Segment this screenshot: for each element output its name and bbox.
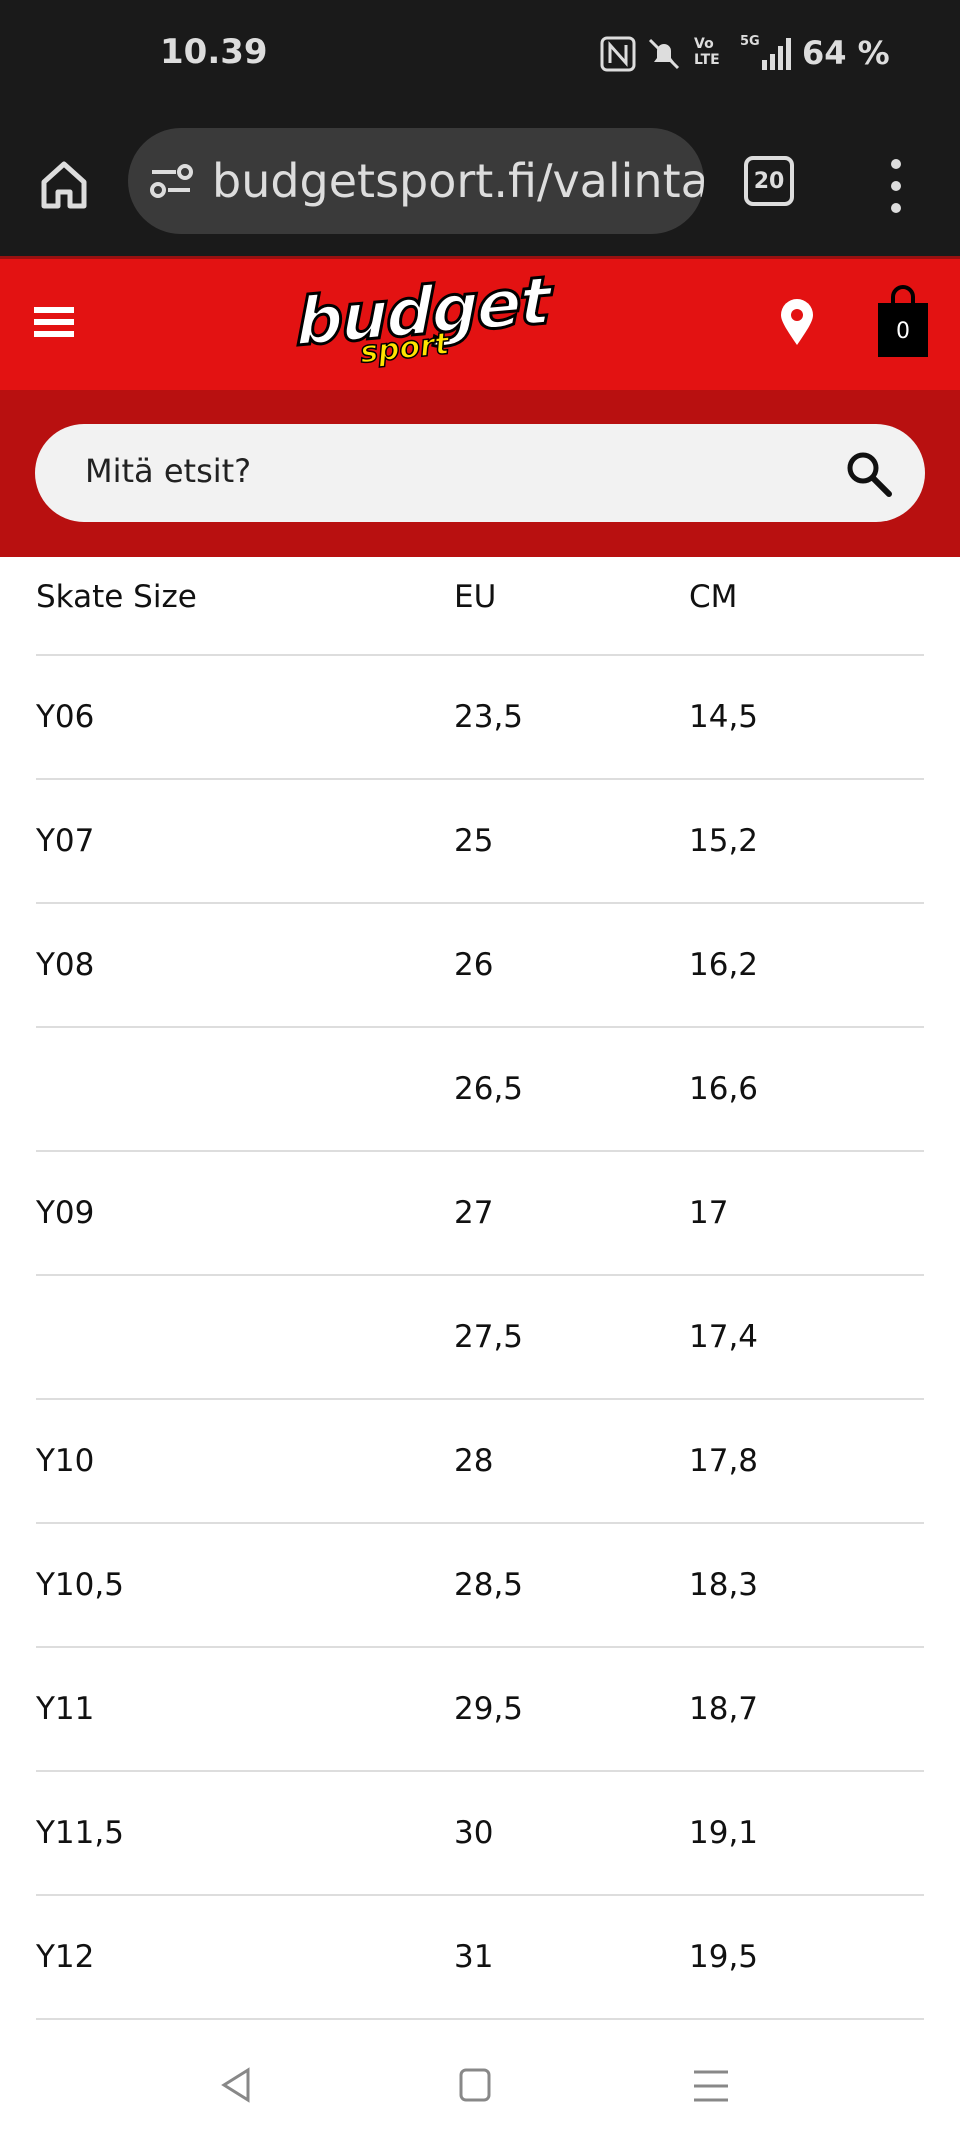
cart-icon bbox=[878, 285, 928, 357]
battery: 64 % bbox=[802, 34, 890, 72]
table-cell: 28,5 bbox=[454, 1567, 524, 1603]
menu-button[interactable] bbox=[884, 156, 908, 216]
table-cell: 23,5 bbox=[454, 699, 524, 735]
url-bar[interactable]: budgetsport.fi/valintac bbox=[128, 128, 704, 234]
table-cell: 17,8 bbox=[689, 1443, 759, 1479]
table-cell: 16,6 bbox=[689, 1071, 759, 1107]
network: 5G bbox=[740, 34, 760, 49]
table-cell: 14,5 bbox=[689, 699, 759, 735]
table-cell: 26 bbox=[454, 947, 494, 983]
nav-recents[interactable] bbox=[694, 2069, 728, 2103]
table-cell: Y12 bbox=[36, 1939, 95, 1975]
column-header: Skate Size bbox=[36, 579, 197, 615]
signal-icon bbox=[762, 38, 791, 70]
table-cell: Y11,5 bbox=[36, 1815, 124, 1851]
table-row: 26,5 16,6 bbox=[36, 1028, 924, 1152]
table-row: Y10 28 17,8 bbox=[36, 1400, 924, 1524]
table-cell: 18,3 bbox=[689, 1567, 759, 1603]
store-locator[interactable] bbox=[778, 299, 816, 347]
column-header: EU bbox=[454, 579, 497, 615]
tab-count[interactable]: 20 bbox=[744, 156, 794, 206]
table-cell: Y06 bbox=[36, 699, 95, 735]
size-table: Skate Size EU CM Y06 23,5 14,5 Y07 25 15,2 Y08 26 1… bbox=[36, 557, 924, 2020]
table-row: Y09 27 17 bbox=[36, 1152, 924, 1276]
volte: Vo LTE bbox=[694, 36, 720, 68]
home-button[interactable] bbox=[38, 158, 90, 210]
table-header-row: Skate Size EU CM bbox=[36, 557, 924, 656]
cart[interactable]: 0 bbox=[878, 285, 928, 357]
table-cell: 27,5 bbox=[454, 1319, 524, 1355]
table-cell: Y09 bbox=[36, 1195, 95, 1231]
table-cell: 31 bbox=[454, 1939, 494, 1975]
logo[interactable]: budget sport bbox=[295, 260, 562, 373]
site-header: budget sport 0 bbox=[0, 256, 960, 390]
search-placeholder: Mitä etsit? bbox=[85, 452, 252, 490]
nav-home[interactable] bbox=[458, 2067, 492, 2103]
hamburger-menu[interactable] bbox=[34, 305, 74, 339]
table-cell: 17 bbox=[689, 1195, 729, 1231]
search-icon[interactable] bbox=[845, 450, 893, 498]
table-cell: 16,2 bbox=[689, 947, 759, 983]
table-cell: 30 bbox=[454, 1815, 494, 1851]
table-row: Y11 29,5 18,7 bbox=[36, 1648, 924, 1772]
status-bar: 10.39 Vo LTE 5G 64 % bbox=[0, 0, 960, 120]
table-cell: Y11 bbox=[36, 1691, 95, 1727]
table-cell: Y07 bbox=[36, 823, 95, 859]
url: budgetsport.fi/valintac bbox=[212, 154, 704, 208]
table-cell: 26,5 bbox=[454, 1071, 524, 1107]
cart-count: 0 bbox=[896, 319, 910, 344]
column-header: CM bbox=[689, 579, 738, 615]
table-cell: 15,2 bbox=[689, 823, 759, 859]
table-row: Y07 25 15,2 bbox=[36, 780, 924, 904]
nav-bar bbox=[0, 2021, 960, 2144]
table-cell: 17,4 bbox=[689, 1319, 759, 1355]
nav-back[interactable] bbox=[220, 2067, 252, 2103]
table-cell: 18,7 bbox=[689, 1691, 759, 1727]
table-row: Y06 23,5 14,5 bbox=[36, 656, 924, 780]
table-cell: 19,5 bbox=[689, 1939, 759, 1975]
table-cell: Y08 bbox=[36, 947, 95, 983]
table-cell: 27 bbox=[454, 1195, 494, 1231]
clock: 10.39 bbox=[160, 32, 268, 72]
table-cell: 19,1 bbox=[689, 1815, 759, 1851]
table-row: Y08 26 16,2 bbox=[36, 904, 924, 1028]
table-cell: 25 bbox=[454, 823, 494, 859]
table-row: Y11,5 30 19,1 bbox=[36, 1772, 924, 1896]
search-box[interactable]: Mitä etsit? bbox=[35, 424, 925, 522]
table-cell: Y10,5 bbox=[36, 1567, 124, 1603]
table-row: Y10,5 28,5 18,3 bbox=[36, 1524, 924, 1648]
table-cell: Y10 bbox=[36, 1443, 95, 1479]
nfc-icon bbox=[600, 36, 636, 72]
browser-bar: budgetsport.fi/valintac 20 bbox=[0, 120, 960, 256]
mute-icon bbox=[648, 38, 680, 70]
table-row: 27,5 17,4 bbox=[36, 1276, 924, 1400]
site-settings-icon[interactable] bbox=[150, 162, 194, 202]
search-band: Mitä etsit? bbox=[0, 390, 960, 557]
table-cell: 29,5 bbox=[454, 1691, 524, 1727]
table-row: Y12 31 19,5 bbox=[36, 1896, 924, 2020]
table-cell: 28 bbox=[454, 1443, 494, 1479]
